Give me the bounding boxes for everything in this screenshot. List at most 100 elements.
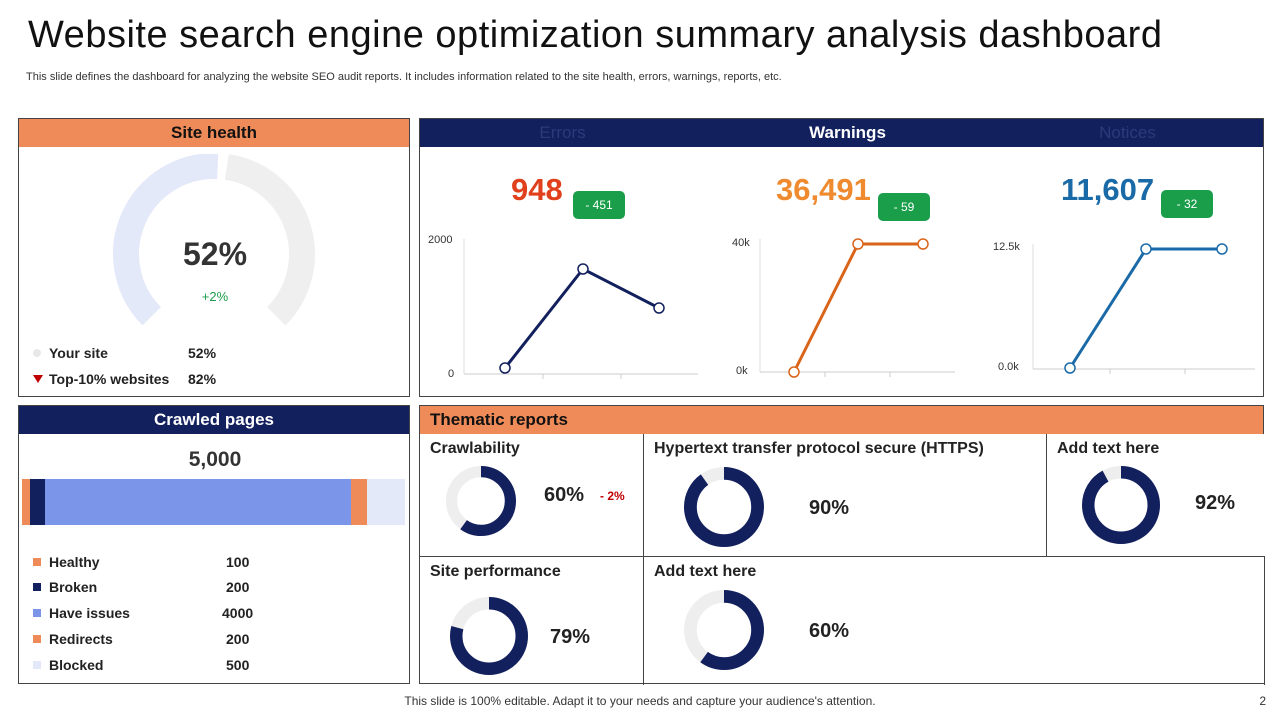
notices-delta: - 32: [1161, 190, 1213, 218]
tab-warnings[interactable]: Warnings: [809, 123, 886, 142]
donut-value-arc: [450, 597, 528, 675]
stacked-bar-segment: [29, 479, 45, 525]
thematic-percent: 60%: [544, 484, 585, 506]
stacked-bar-segment: [44, 479, 352, 525]
tab-errors[interactable]: Errors: [539, 123, 586, 142]
thematic-cell-https: Hypertext transfer protocol secure (HTTP…: [644, 434, 1047, 557]
notices-point: [1140, 243, 1152, 255]
legend-swatch: [33, 558, 41, 566]
triangle-down-icon: [33, 375, 43, 383]
errors-point: [577, 263, 589, 275]
legend-swatch: [33, 635, 41, 643]
legend-value: 200: [226, 631, 250, 647]
legend-top-10: Top-10% websites 82%: [33, 371, 216, 387]
crawled-pages-header: Crawled pages: [19, 406, 409, 434]
legend-label: Healthy: [49, 554, 100, 570]
legend-dot-icon: [33, 349, 41, 357]
warnings-count: 36,491: [776, 172, 871, 207]
legend-your-site: Your site 52%: [33, 345, 216, 361]
https-donut: [684, 467, 764, 547]
site-performance-donut: [450, 597, 528, 675]
errors-count: 948: [511, 172, 563, 207]
legend-value: 500: [226, 657, 250, 673]
legend-label: Have issues: [49, 605, 130, 621]
notices-count: 11,607: [1061, 172, 1155, 207]
site-health-header: Site health: [19, 119, 409, 147]
page-subtitle: This slide defines the dashboard for ana…: [26, 71, 782, 83]
thematic-label: Hypertext transfer protocol secure (HTTP…: [654, 440, 984, 457]
slide-footer: This slide is 100% editable. Adapt it to…: [404, 694, 876, 708]
legend-swatch: [33, 583, 41, 591]
donut-value-arc: [684, 590, 764, 670]
thematic-label: Crawlability: [430, 440, 520, 457]
site-health-gauge: [113, 154, 316, 326]
errors-point: [653, 302, 665, 314]
legend-redirects: Redirects 200: [33, 631, 249, 647]
errors-point: [499, 362, 511, 374]
thematic-cell-crawlability: Crawlability 60% - 2%: [420, 434, 644, 557]
warnings-y-top: 40k: [732, 237, 750, 249]
warnings-delta: - 59: [878, 193, 930, 221]
thematic-cell-site-performance: Site performance 79%: [420, 557, 644, 685]
legend-label: Broken: [49, 579, 98, 595]
thematic-percent: 90%: [809, 497, 850, 519]
thematic-label: Add text here: [654, 563, 757, 580]
stacked-bar-segment: [366, 479, 405, 525]
donut-value-arc: [684, 467, 764, 547]
thematic-reports-title: Thematic reports: [430, 410, 568, 429]
thematic-label: Add text here: [1057, 440, 1160, 457]
issues-panel: Errors Warnings Notices 948 - 451 2000 0: [419, 118, 1264, 397]
notices-y-top: 12.5k: [993, 241, 1020, 253]
site-health-change: +2%: [201, 289, 229, 304]
legend-swatch: [33, 609, 41, 617]
page-title: Website search engine optimization summa…: [28, 14, 1163, 56]
thematic-reports-header: Thematic reports: [420, 406, 1264, 434]
thematic-percent: 60%: [809, 620, 850, 642]
notices-point: [1064, 362, 1076, 374]
legend-value: 100: [226, 554, 250, 570]
stacked-bar-segment: [351, 479, 367, 525]
legend-have-issues: Have issues 4000: [33, 605, 253, 621]
warnings-point: [917, 238, 929, 250]
crawled-pages-stacked-bar: [22, 479, 405, 525]
thematic-percent: 92%: [1195, 492, 1236, 514]
page-number: 2: [1259, 694, 1266, 708]
legend-healthy: Healthy 100: [33, 554, 249, 570]
legend-label: Your site: [49, 345, 108, 361]
add-text-donut-1: [1082, 466, 1160, 544]
legend-label: Redirects: [49, 631, 113, 647]
donut-value-arc: [1082, 466, 1160, 544]
legend-broken: Broken 200: [33, 579, 249, 595]
errors-y-bottom: 0: [448, 368, 455, 380]
errors-line-chart: [463, 238, 1255, 379]
thematic-percent: 79%: [550, 626, 591, 648]
crawled-pages-total: 5,000: [188, 448, 242, 471]
thematic-reports-panel: Thematic reports Crawlability 60% - 2% H…: [419, 405, 1265, 685]
legend-blocked: Blocked 500: [33, 657, 249, 673]
warnings-y-bottom: 0k: [736, 365, 748, 377]
legend-label: Blocked: [49, 657, 104, 673]
errors-y-top: 2000: [428, 234, 453, 246]
legend-value: 200: [226, 579, 250, 595]
errors-series-line: [503, 267, 660, 369]
stacked-bar-segment: [22, 479, 30, 525]
legend-value: 4000: [222, 605, 254, 621]
legend-value: 52%: [188, 345, 217, 361]
warnings-point: [788, 366, 800, 378]
legend-label: Top-10% websites: [49, 371, 170, 387]
thematic-cell-add-text-2: Add text here 60%: [644, 557, 1265, 685]
issues-tabs: Errors Warnings Notices: [420, 119, 1263, 147]
add-text-donut-2: [684, 590, 764, 670]
notices-series-line: [1068, 247, 1222, 369]
thematic-label: Site performance: [430, 563, 561, 580]
thematic-change: - 2%: [600, 489, 625, 503]
errors-delta: - 451: [573, 191, 625, 219]
donut-value-arc: [446, 466, 516, 536]
tab-notices[interactable]: Notices: [1099, 123, 1156, 142]
crawlability-donut: [446, 466, 516, 536]
crawled-pages-panel: Crawled pages 5,000 Healthy 100 Broken 2…: [18, 405, 410, 684]
site-health-panel: Site health 52% +2% Your site 52% Top-10…: [18, 118, 410, 397]
warnings-point: [852, 238, 864, 250]
legend-value: 82%: [188, 371, 217, 387]
site-health-percent: 52%: [182, 236, 248, 272]
